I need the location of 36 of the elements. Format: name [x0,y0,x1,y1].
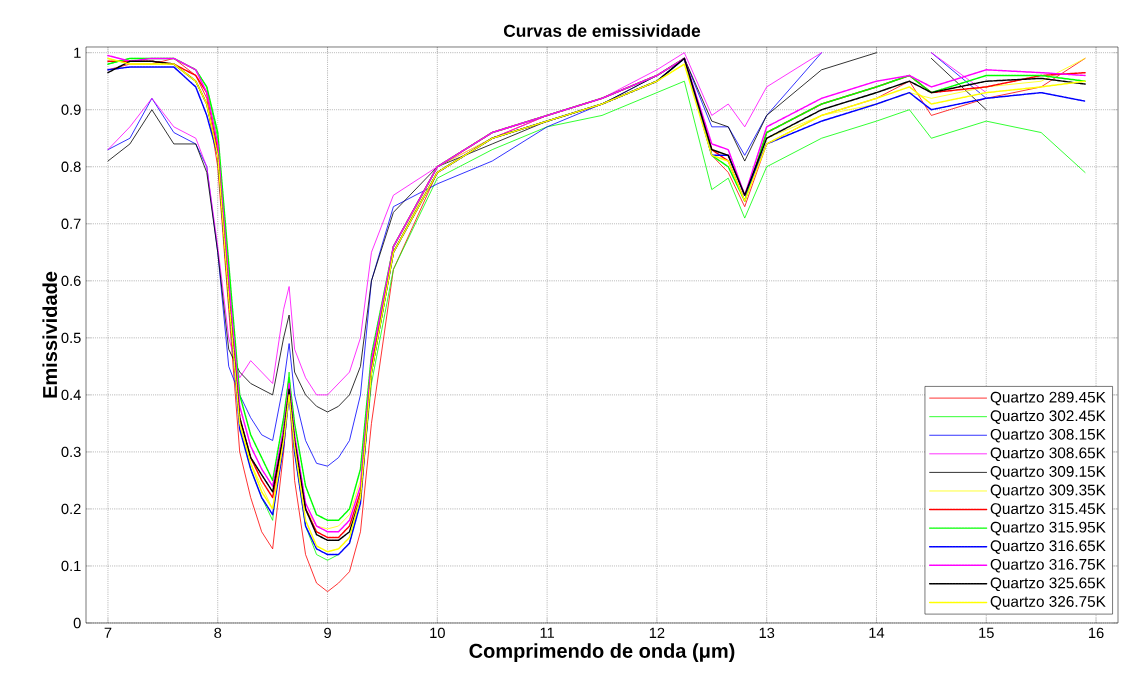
x-tick-label: 13 [759,627,775,639]
y-tick-label: 0.2 [61,503,81,515]
x-axis-title: Comprimendo de onda (μm) [469,643,735,662]
y-tick-label: 0.8 [61,161,81,172]
legend-label: Quartzo 316.65K [990,540,1106,554]
legend-label: Quartzo 315.95K [990,521,1106,536]
x-tick-label: 15 [979,627,994,638]
y-tick-label: 0.5 [61,332,81,344]
y-tick-label: 0.9 [61,104,81,115]
y-tick-label: 0 [73,617,81,629]
x-tick-label: 7 [104,627,112,638]
y-axis-title: Emissividade [42,271,58,398]
legend-label: Quartzo 302.45K [990,410,1106,424]
legend-label: Quartzo 326.75K [990,596,1106,610]
legend-label: Quartzo 325.65K [990,577,1106,592]
x-tick-label: 10 [430,627,445,639]
x-tick-label: 12 [649,627,665,638]
legend-label: Quartzo 289.45K [990,391,1106,406]
legend-label: Quartzo 315.45K [990,503,1106,517]
y-tick-label: 0.6 [61,275,81,287]
legend-label: Quartzo 309.15K [990,466,1106,480]
y-tick-label: 0.4 [61,389,81,401]
x-tick-label: 9 [324,627,331,639]
y-tick-label: 1 [74,47,81,58]
x-tick-label: 8 [214,627,222,639]
y-tick-label: 0.3 [61,446,81,458]
y-tick-label: 0.7 [61,218,81,229]
legend-label: Quartzo 308.15K [990,428,1106,443]
legend-label: Quartzo 309.35K [990,484,1106,499]
legend-label: Quartzo 308.65K [990,447,1106,462]
chart-title: Curvas de emissividade [503,24,701,37]
x-tick-label: 14 [869,627,885,638]
x-tick-label: 11 [540,627,555,638]
x-tick-label: 16 [1089,627,1104,639]
legend-label: Quartzo 316.75K [990,558,1106,573]
y-tick-label: 0.1 [61,560,81,572]
